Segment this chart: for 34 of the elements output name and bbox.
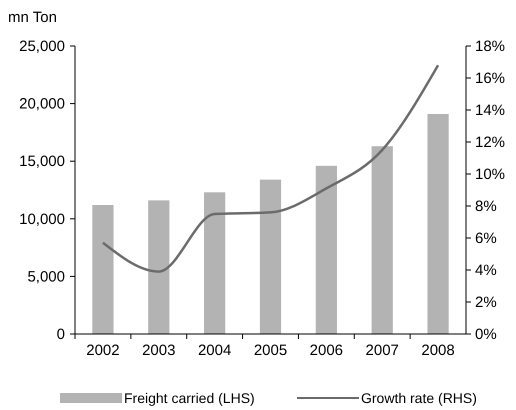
y-tick-label: 25,000 [19, 38, 65, 55]
legend-label: Growth rate (RHS) [361, 390, 477, 406]
y-tick-label: 15,000 [19, 153, 65, 170]
y2-tick-label: 16% [475, 70, 506, 87]
bar [204, 192, 226, 334]
x-tick-label: 2005 [254, 342, 288, 359]
y-tick-label: 5,000 [27, 268, 65, 286]
bar [148, 200, 170, 334]
y2-tick-label: 10% [475, 166, 506, 183]
y2-tick-label: 0% [475, 326, 497, 343]
y2-tick-label: 14% [475, 102, 506, 119]
bar [316, 166, 337, 334]
y2-tick-label: 2% [475, 294, 497, 311]
y-tick-label: 20,000 [19, 96, 65, 113]
y2-tick-label: 8% [475, 198, 497, 215]
bar [427, 114, 449, 334]
y-axis-title: mn Ton [8, 9, 57, 26]
y2-tick-label: 18% [475, 38, 506, 55]
y2-tick-label: 12% [475, 134, 506, 151]
x-tick-label: 2002 [86, 342, 120, 359]
x-tick-label: 2006 [310, 342, 344, 359]
bar [260, 180, 282, 334]
y2-tick-label: 6% [475, 230, 497, 247]
y2-tick-label: 4% [475, 262, 497, 279]
x-tick-label: 2008 [421, 342, 455, 359]
y-tick-label: 10,000 [19, 210, 65, 228]
legend-label: Freight carried (LHS) [124, 390, 255, 406]
bar [372, 146, 393, 334]
line-series [102, 64, 440, 273]
x-tick-label: 2003 [142, 342, 176, 359]
x-tick-label: 2007 [366, 342, 399, 359]
bar [92, 204, 114, 334]
y-tick-label: 0 [56, 326, 65, 343]
x-tick-label: 2004 [198, 342, 232, 359]
